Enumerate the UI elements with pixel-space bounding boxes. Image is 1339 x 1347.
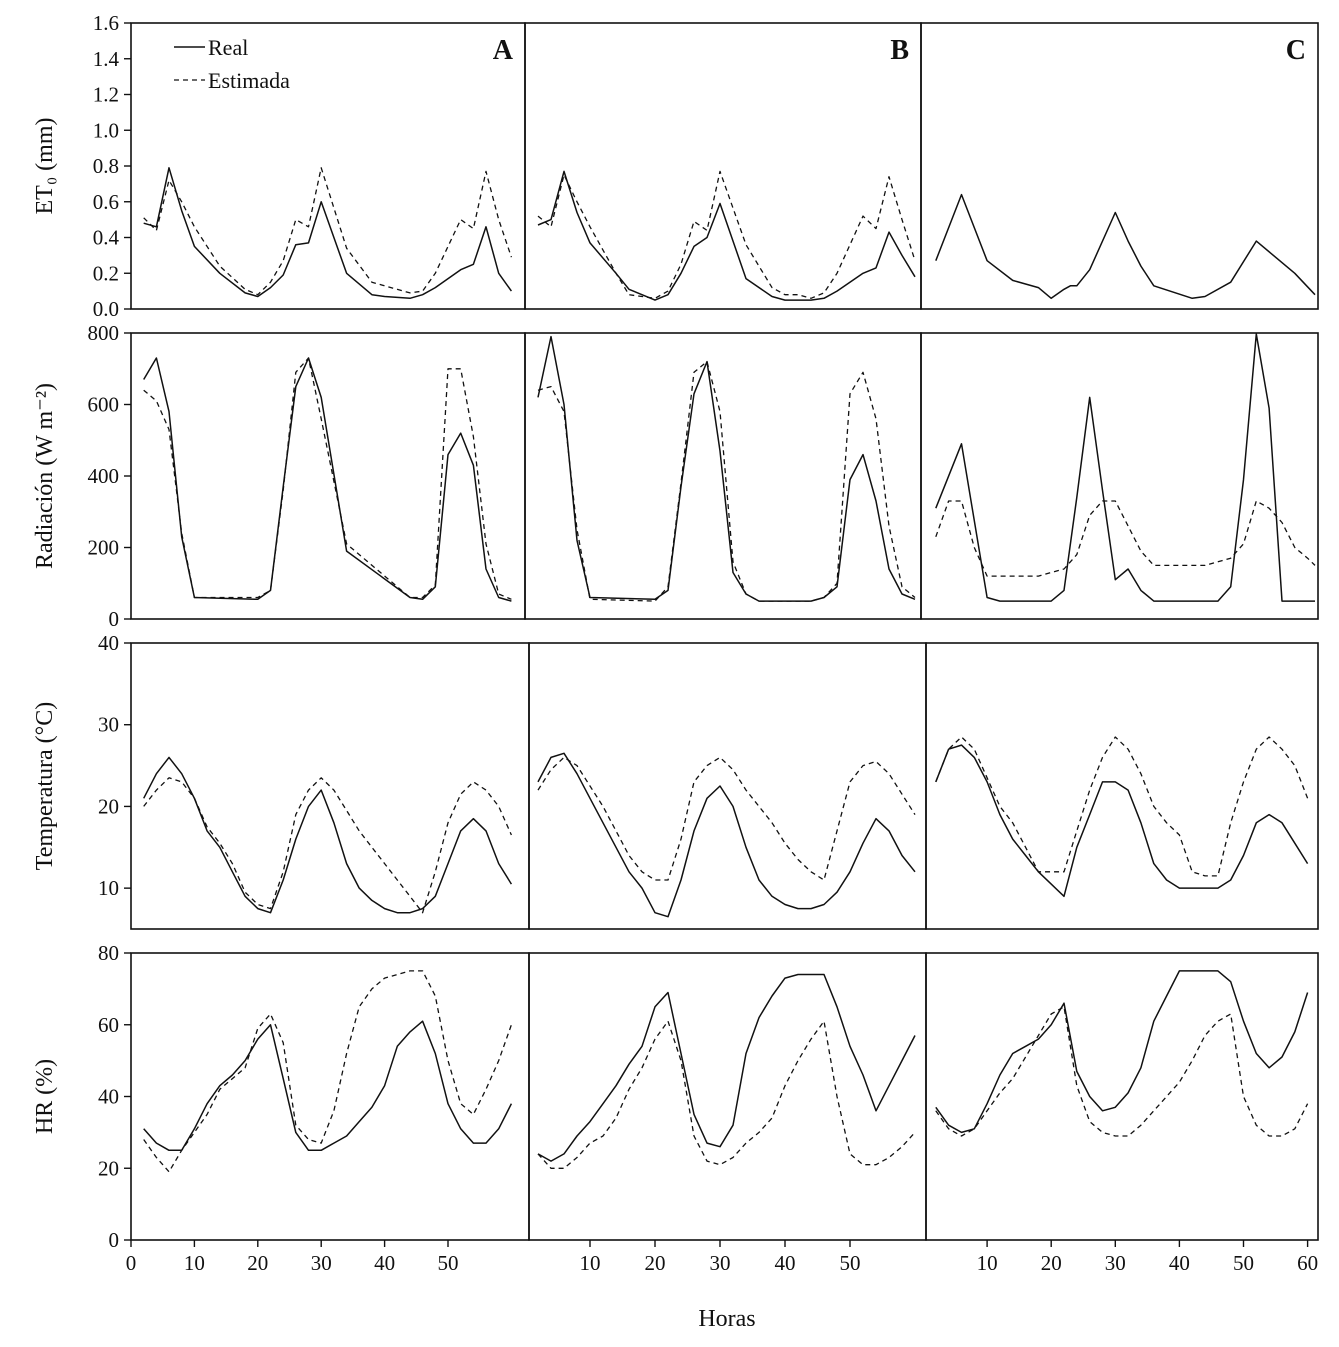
- series-line-estimada: [935, 736, 1309, 877]
- series-line-real: [143, 167, 513, 300]
- series-line-real: [143, 357, 512, 602]
- y-tick-label: 200: [88, 536, 120, 560]
- series-line-real: [935, 744, 1309, 898]
- x-tick-label: 50: [840, 1251, 861, 1275]
- y-axis-label: Temperatura (°C): [32, 702, 58, 871]
- panel-label: B: [890, 35, 909, 66]
- series-line-estimada: [537, 360, 916, 602]
- series-line-estimada: [537, 170, 916, 299]
- y-tick-label: 0.8: [93, 154, 119, 178]
- x-tick-label: 30: [311, 1251, 332, 1275]
- x-tick-label: 50: [438, 1251, 459, 1275]
- y-tick-label: 0: [109, 1228, 120, 1252]
- x-tick-label: 30: [710, 1251, 731, 1275]
- panel-r3-c1: 10 20 30 40 Temperatura (°C): [32, 631, 530, 930]
- x-tick-label: 20: [1041, 1251, 1062, 1275]
- panel-frame: [925, 642, 1319, 930]
- y-tick-label: 0: [109, 607, 120, 631]
- series-line-estimada: [143, 167, 513, 296]
- panel-frame: [528, 642, 927, 930]
- y-axis-label: HR (%): [32, 1059, 58, 1134]
- y-tick-label: 20: [98, 794, 119, 818]
- y-tick-label: 40: [98, 1085, 119, 1109]
- panel-r2-c2: [524, 332, 922, 620]
- panel-frame: [920, 22, 1319, 310]
- y-tick-label: 1.2: [93, 83, 119, 107]
- y-tick-label: 1.4: [93, 47, 120, 71]
- x-tick-label: 30: [1105, 1251, 1126, 1275]
- series-line-estimada: [143, 970, 513, 1173]
- series-line-estimada: [143, 777, 512, 914]
- panel-frame: [925, 952, 1319, 1241]
- series-line-estimada: [537, 1020, 916, 1169]
- y-tick-label: 800: [88, 321, 120, 345]
- y-axis-label: Radiación (W m⁻²): [32, 383, 58, 569]
- y-tick-label: 400: [88, 464, 120, 488]
- x-tick-label: 40: [1169, 1251, 1190, 1275]
- x-axis-label: Horas: [698, 1306, 755, 1332]
- x-tick-label: 60: [1297, 1251, 1318, 1275]
- panel-r1-c3: C: [920, 22, 1319, 310]
- y-axis-label: ET₀ (mm): [32, 117, 58, 214]
- panel-frame: [920, 332, 1319, 620]
- y-tick-label: 1.0: [93, 118, 119, 142]
- panel-r3-c3: [925, 642, 1319, 930]
- series-line-real: [537, 335, 916, 602]
- x-tick-label: 20: [645, 1251, 666, 1275]
- x-tick-label: 10: [184, 1251, 205, 1275]
- panel-r2-c3: [920, 332, 1319, 620]
- panel-r4-c3: [925, 952, 1319, 1241]
- y-tick-label: 1.6: [93, 11, 119, 35]
- panel-r3-c2: [528, 642, 927, 930]
- panel-r4-c2: [528, 952, 927, 1241]
- legend: Real Estimada: [174, 35, 290, 93]
- y-tick-label: 0.2: [93, 261, 119, 285]
- y-tick-label: 20: [98, 1156, 119, 1180]
- x-tick-label: 50: [1233, 1251, 1254, 1275]
- y-tick-label: 40: [98, 631, 119, 655]
- series-line-real: [935, 193, 1316, 300]
- panel-frame: [524, 22, 922, 310]
- panel-label: C: [1286, 35, 1306, 66]
- y-tick-label: 10: [98, 876, 119, 900]
- y-tick-label: 0.6: [93, 190, 119, 214]
- x-tick-label: 40: [374, 1251, 395, 1275]
- legend-real-label: Real: [208, 35, 248, 60]
- panel-label: A: [493, 35, 514, 66]
- panel-r2-c1: 0 200 400 600 800 Radiación (W m⁻²): [32, 321, 526, 631]
- legend-estimated-label: Estimada: [208, 68, 290, 93]
- x-tick-label: 0: [126, 1251, 137, 1275]
- x-tick-label: 20: [247, 1251, 268, 1275]
- series-line-real: [935, 970, 1309, 1134]
- x-tick-label: 10: [977, 1251, 998, 1275]
- panel-frame: [130, 952, 530, 1241]
- x-tick-label: 40: [775, 1251, 796, 1275]
- series-line-real: [537, 973, 916, 1162]
- series-line-estimada: [537, 756, 916, 881]
- panel-r1-c1: A 0.0 0.2 0.4 0.6 0.8 1.0 1.2 1.4 1.6 ET₀ (mm): [32, 11, 526, 321]
- y-tick-label: 80: [98, 941, 119, 965]
- series-line-real: [537, 752, 916, 918]
- series-line-real: [935, 333, 1315, 602]
- panel-frame: [130, 22, 526, 310]
- y-tick-label: 30: [98, 713, 119, 737]
- series-line-real: [537, 170, 916, 301]
- series-line-estimada: [935, 500, 1316, 577]
- panel-r4-c1: 0 20 40 60 80 HR (%): [32, 941, 530, 1252]
- x-tick-label: 10: [580, 1251, 601, 1275]
- panel-r1-c2: B: [524, 22, 922, 310]
- y-tick-label: 600: [88, 393, 120, 417]
- y-tick-label: 0.0: [93, 297, 119, 321]
- series-line-real: [143, 756, 513, 914]
- series-line-estimada: [935, 1006, 1309, 1137]
- series-line-estimada: [143, 357, 512, 600]
- y-tick-label: 0.4: [93, 226, 120, 250]
- panel-frame: [528, 952, 927, 1241]
- panels-group: A 0.0 0.2 0.4 0.6 0.8 1.0 1.2 1.4 1.6 ET₀ (mm) B C 0 2…: [32, 11, 1319, 1275]
- y-tick-label: 60: [98, 1013, 119, 1037]
- series-line-real: [143, 1020, 513, 1152]
